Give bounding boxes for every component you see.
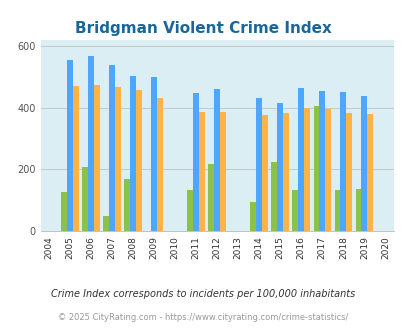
Bar <box>355 189 360 231</box>
Bar <box>115 87 121 231</box>
Bar <box>277 103 283 231</box>
Bar <box>67 60 73 231</box>
Bar <box>360 96 367 231</box>
Bar <box>130 76 136 231</box>
Bar <box>271 162 277 231</box>
Bar <box>256 98 262 231</box>
Bar <box>250 202 256 231</box>
Bar <box>339 92 345 231</box>
Bar <box>367 114 372 231</box>
Bar <box>298 88 303 231</box>
Bar <box>151 77 157 231</box>
Bar <box>283 113 288 231</box>
Bar <box>303 108 309 231</box>
Bar <box>124 180 130 231</box>
Bar <box>88 56 94 231</box>
Bar <box>345 113 351 231</box>
Bar <box>198 112 205 231</box>
Bar <box>220 112 226 231</box>
Bar <box>208 164 214 231</box>
Bar <box>324 109 330 231</box>
Bar <box>193 93 198 231</box>
Bar <box>109 65 115 231</box>
Text: Bridgman Violent Crime Index: Bridgman Violent Crime Index <box>75 21 330 36</box>
Bar <box>334 190 339 231</box>
Bar <box>262 115 267 231</box>
Bar <box>103 215 109 231</box>
Bar <box>214 89 220 231</box>
Bar <box>82 167 88 231</box>
Bar <box>313 106 319 231</box>
Bar <box>319 91 324 231</box>
Text: Crime Index corresponds to incidents per 100,000 inhabitants: Crime Index corresponds to incidents per… <box>51 289 354 299</box>
Bar <box>187 190 193 231</box>
Bar <box>157 98 162 231</box>
Bar <box>136 90 142 231</box>
Bar <box>94 85 100 231</box>
Text: © 2025 CityRating.com - https://www.cityrating.com/crime-statistics/: © 2025 CityRating.com - https://www.city… <box>58 313 347 322</box>
Bar <box>61 192 67 231</box>
Bar <box>73 86 79 231</box>
Bar <box>292 190 298 231</box>
